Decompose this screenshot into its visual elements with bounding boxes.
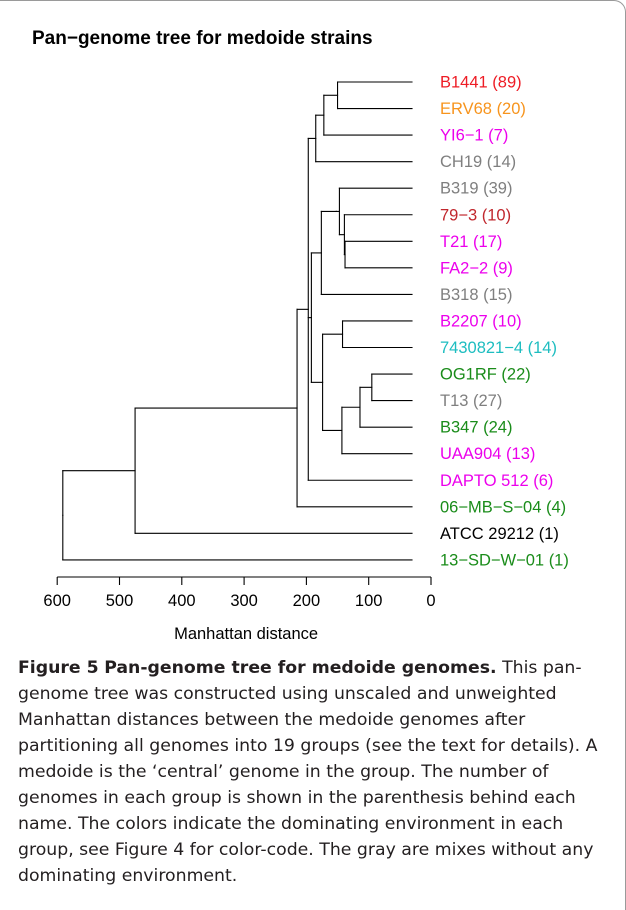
axis-tick-label: 400 — [168, 592, 196, 610]
axis-tick-label: 300 — [230, 592, 258, 610]
leaf-label: ATCC 29212 (1) — [440, 525, 559, 543]
leaf-label: 79−3 (10) — [440, 206, 511, 224]
caption-title: Pan-genome tree for medoide genomes. — [104, 658, 497, 678]
leaf-label: YI6−1 (7) — [440, 127, 508, 145]
leaf-label: DAPTO 512 (6) — [440, 472, 553, 490]
leaf-label: B1441 (89) — [440, 74, 522, 92]
leaf-label: FA2−2 (9) — [440, 259, 513, 277]
leaf-label: B2207 (10) — [440, 312, 522, 330]
axis-tick-label: 0 — [426, 592, 435, 610]
axis-label: Manhattan distance — [174, 625, 318, 643]
leaf-label: ERV68 (20) — [440, 100, 526, 118]
leaf-label: UAA904 (13) — [440, 445, 535, 463]
leaf-label: 7430821−4 (14) — [440, 339, 557, 357]
distance-axis: 600 500 400 300 200 100 0 Manhattan distance — [43, 576, 436, 643]
leaf-label: B318 (15) — [440, 286, 512, 304]
caption-label: Figure 5 — [18, 658, 99, 678]
leaf-label: T21 (17) — [440, 233, 502, 251]
caption-text: This pan-genome tree was constructed usi… — [18, 658, 598, 886]
axis-tick-label: 100 — [355, 592, 383, 610]
figure-title: Pan−genome tree for medoide strains — [32, 28, 373, 49]
figure-caption: Figure 5 Pan-genome tree for medoide gen… — [18, 655, 610, 889]
leaf-label: T13 (27) — [440, 392, 502, 410]
tree-branches — [62, 81, 413, 561]
leaf-label: 06−MB−S−04 (4) — [440, 498, 566, 516]
leaf-labels: B1441 (89) ERV68 (20) YI6−1 (7) CH19 (14) B3… — [440, 74, 569, 570]
leaf-label: OG1RF (22) — [440, 366, 531, 384]
leaf-label: B347 (24) — [440, 419, 512, 437]
leaf-label: CH19 (14) — [440, 153, 516, 171]
leaf-label: 13−SD−W−01 (1) — [440, 551, 569, 569]
leaf-label: B319 (39) — [440, 180, 512, 198]
axis-tick-label: 500 — [106, 592, 134, 610]
dendrogram: B1441 (89) ERV68 (20) YI6−1 (7) CH19 (14) B3… — [43, 74, 569, 644]
axis-tick-label: 200 — [293, 592, 321, 610]
axis-tick-label: 600 — [43, 592, 71, 610]
